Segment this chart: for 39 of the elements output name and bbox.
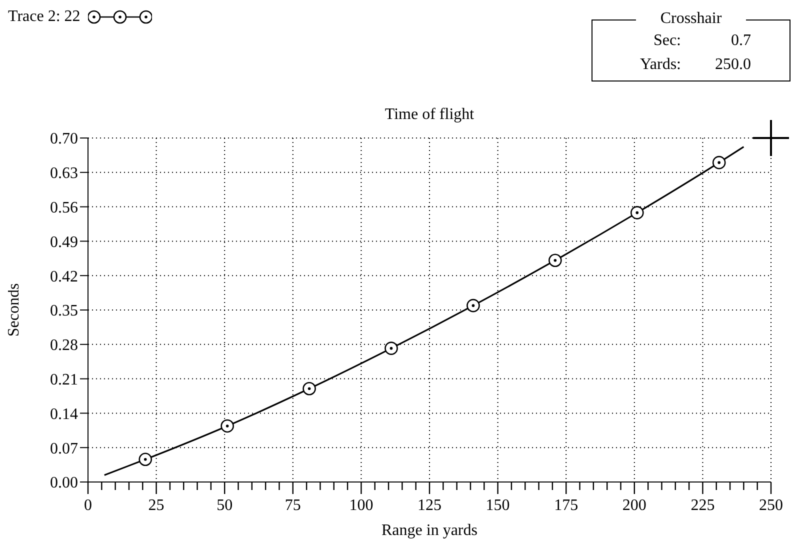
point	[302, 382, 316, 396]
y-tick-label: 0.42	[50, 268, 78, 286]
y-tick-label: 0.28	[50, 337, 78, 354]
point	[220, 419, 234, 433]
x-tick-label: 50	[216, 497, 233, 514]
point	[712, 156, 726, 170]
point	[384, 342, 398, 355]
x-tick-label: 175	[554, 497, 578, 514]
text: Yards:	[638, 56, 681, 74]
x-tick-label: 75	[284, 497, 301, 514]
y-tick-label: 0.21	[50, 371, 78, 388]
x-axis-title: Range in yards	[382, 522, 478, 539]
point	[548, 254, 562, 268]
y-tick-label: 0.00	[50, 474, 78, 492]
x-tick-label: 125	[418, 497, 442, 514]
text: 0.7	[730, 32, 751, 50]
x-tick-label: 200	[622, 497, 646, 514]
y-tick-label: 0.56	[50, 199, 78, 216]
x-tick-label: 25	[148, 497, 164, 514]
y-tick-label: 0.70	[50, 130, 78, 148]
y-tick-label: 0.35	[50, 302, 78, 320]
x-tick-label: 0	[84, 497, 92, 514]
point	[630, 206, 644, 220]
text: 250.0	[714, 56, 751, 74]
y-tick-label: 0.14	[50, 406, 78, 423]
x-tick-label: 100	[349, 497, 374, 514]
y-tick-label: 0.07	[50, 440, 78, 458]
x-tick-label: 225	[690, 497, 715, 514]
y-tick-label: 0.49	[50, 234, 78, 251]
point	[138, 452, 152, 466]
y-tick-label: 0.63	[50, 165, 78, 182]
text: Sec:	[652, 32, 681, 50]
legend-label: Trace 2: 22	[8, 8, 80, 26]
y-axis-title: Seconds	[6, 283, 23, 337]
text: Crosshair	[659, 10, 723, 28]
chart-title: Time of flight	[384, 106, 476, 124]
x-tick-label: 250	[759, 497, 783, 514]
point	[466, 298, 480, 312]
x-tick-label: 150	[486, 497, 510, 514]
